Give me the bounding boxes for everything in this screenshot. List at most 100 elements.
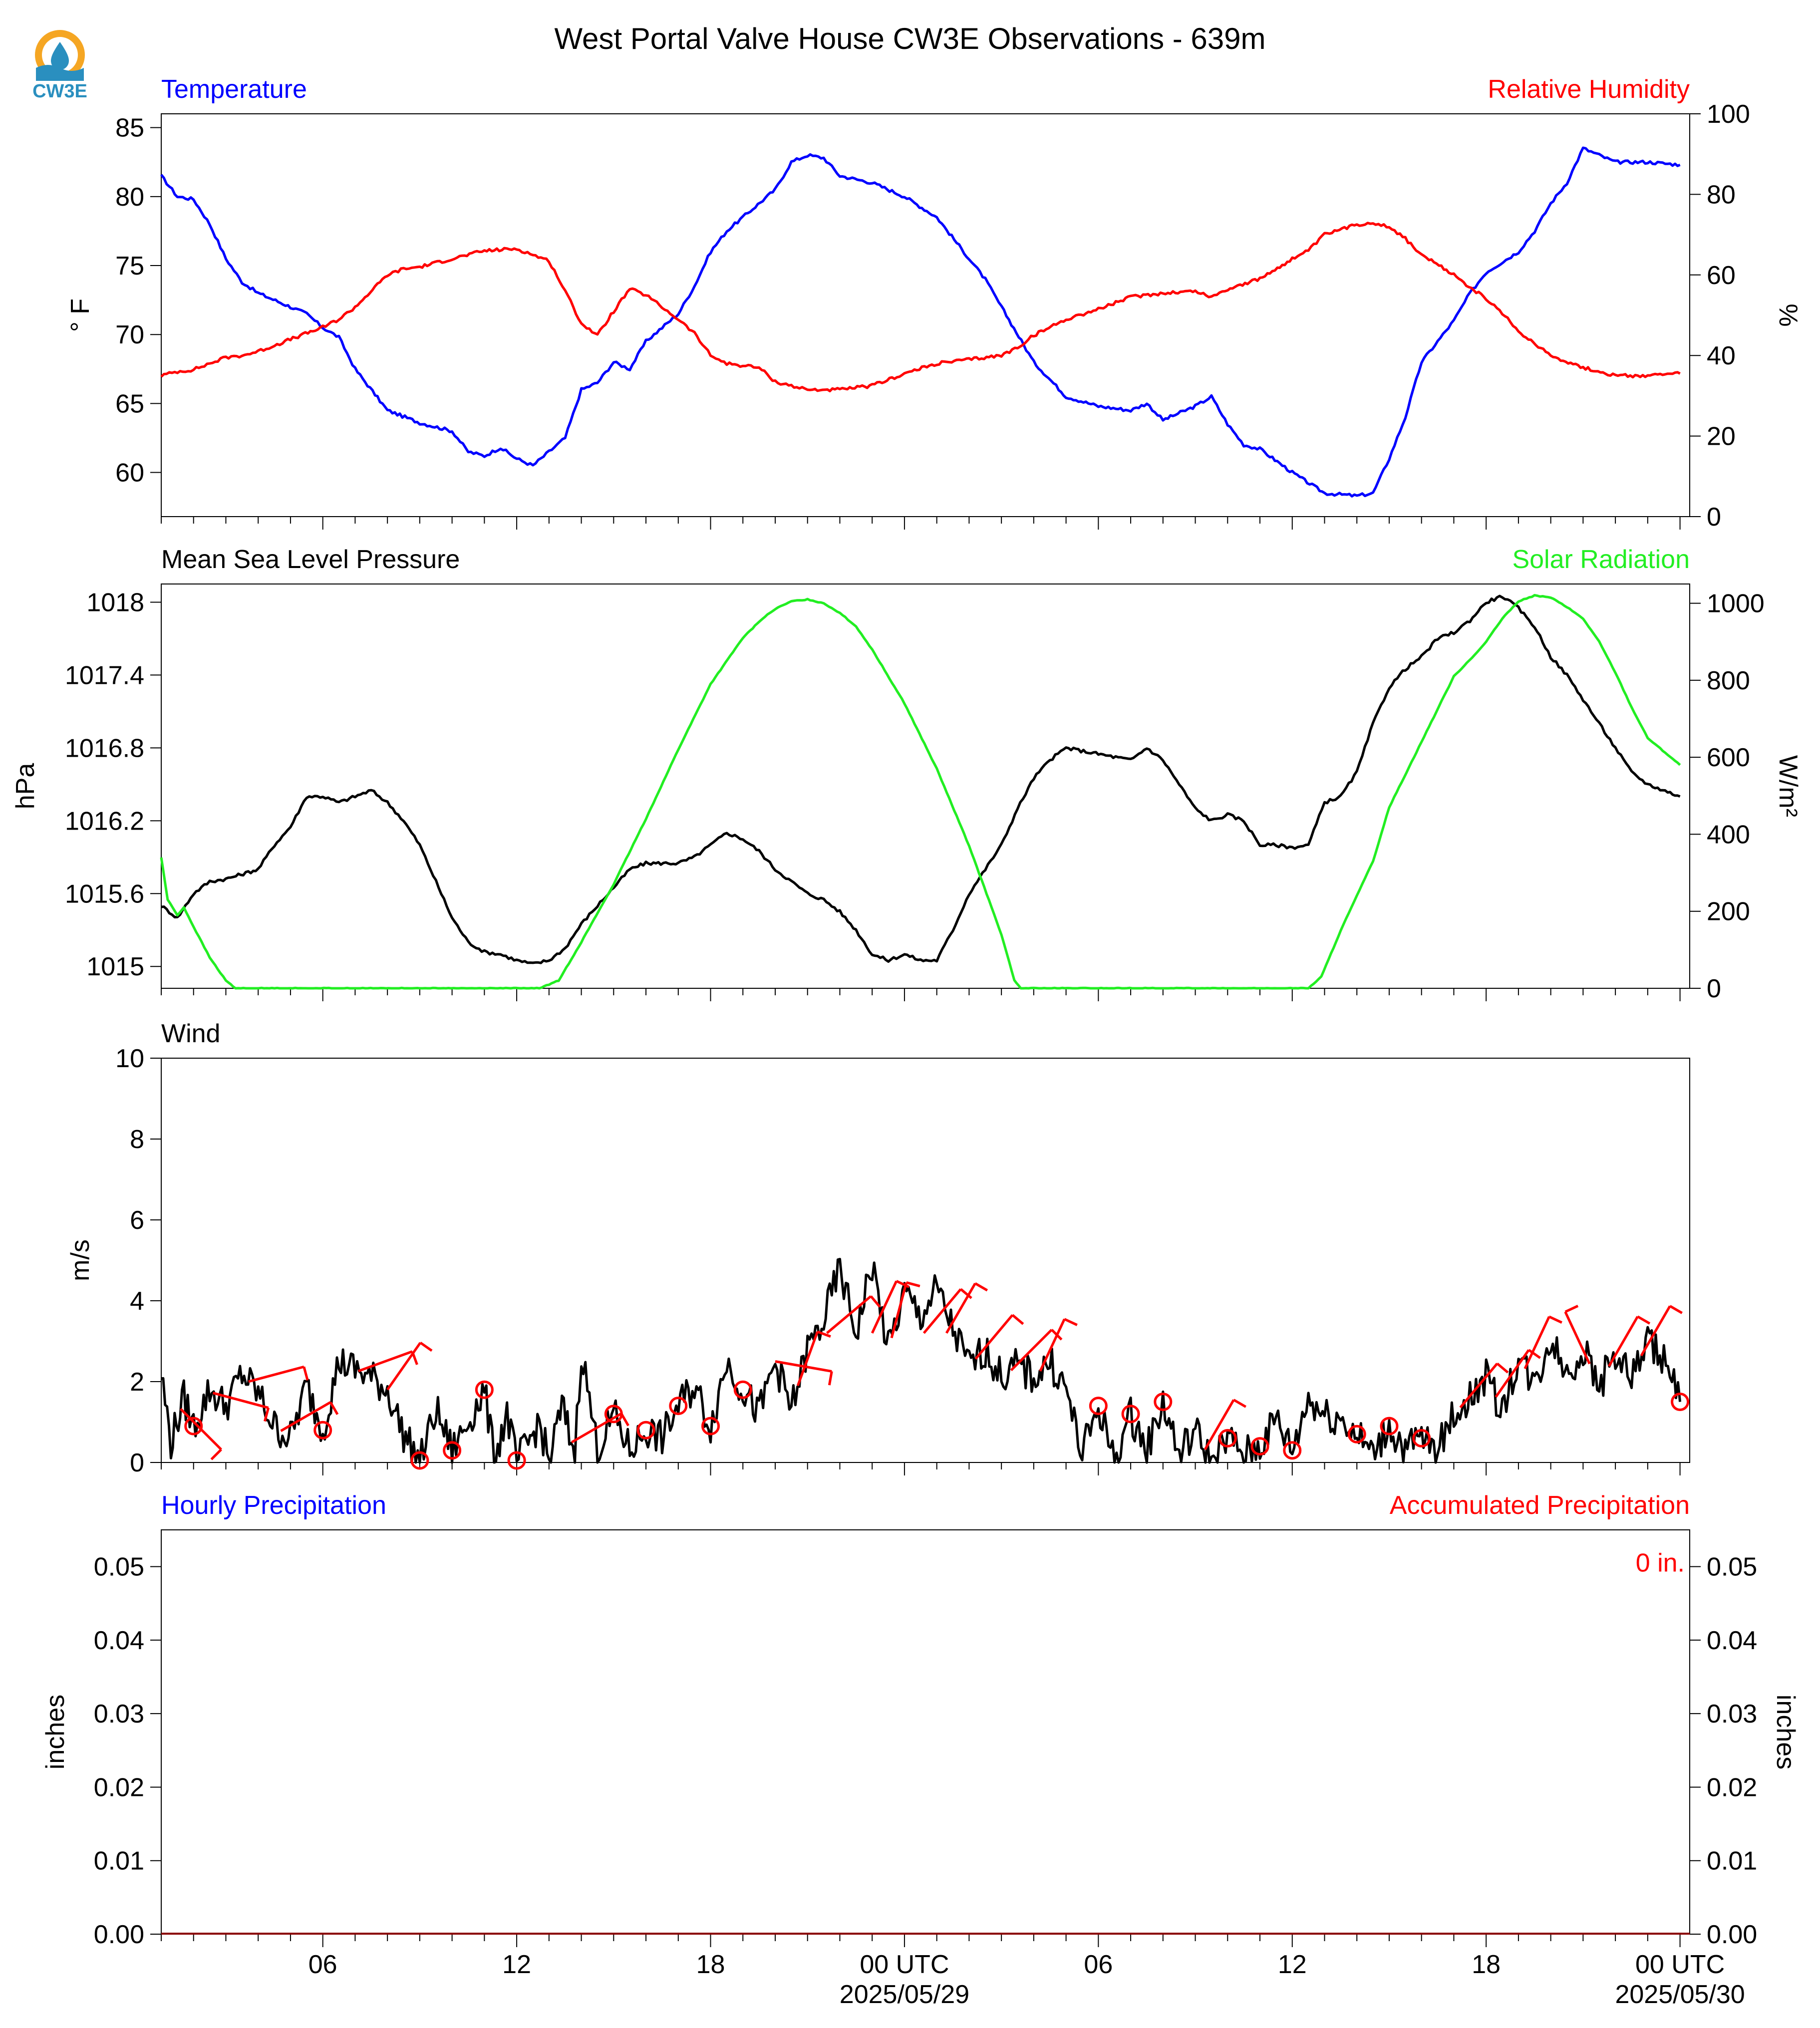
wind-barb-flag <box>870 1295 881 1308</box>
y-tick-label: 6 <box>130 1206 144 1235</box>
wind-barb-flag <box>329 1402 339 1415</box>
logo-wave-icon <box>36 65 84 81</box>
wind-calm-marker <box>1380 1417 1399 1436</box>
wind-calm-marker <box>1250 1437 1269 1456</box>
wind-barb-staff <box>358 1350 413 1373</box>
panel-title-right: Relative Humidity <box>1488 75 1690 104</box>
panel-title-left: Wind <box>161 1019 220 1048</box>
wind-barb-flag <box>1528 1349 1541 1359</box>
wind-barb <box>386 1341 433 1391</box>
wind-barb <box>1459 1362 1509 1409</box>
wind-barb-staff <box>386 1342 422 1391</box>
wind-barb-flag <box>1564 1305 1579 1313</box>
wind-barb-flag <box>896 1280 910 1288</box>
y-axis-label-right: inches <box>1771 1695 1800 1769</box>
wind-barb-staff <box>775 1360 832 1373</box>
wind-barb-staff <box>248 1365 304 1383</box>
wind-barb-staff <box>1204 1399 1235 1450</box>
x-date-label: 2025/05/29 <box>840 1980 969 2009</box>
y-tick-label: 0.00 <box>94 1920 144 1949</box>
wind-barb-staff <box>1640 1305 1671 1357</box>
wind-barb-staff <box>1039 1318 1066 1372</box>
wind-calm-marker <box>313 1421 332 1440</box>
y-axis-label: hPa <box>11 763 40 810</box>
y-tick-label: 85 <box>115 114 144 143</box>
wind-calm-marker <box>443 1441 462 1460</box>
x-tick-label: 00 UTC <box>1635 1950 1725 1979</box>
y-tick-label-right: 1000 <box>1707 589 1765 618</box>
y-tick-label-right: 600 <box>1707 743 1750 772</box>
wind-barb <box>1039 1318 1078 1372</box>
plot-frame <box>161 1058 1690 1463</box>
wind-barb <box>922 1288 972 1334</box>
wind-barb <box>1607 1315 1651 1367</box>
wind-calm-marker <box>1121 1405 1140 1424</box>
wind-calm-marker <box>475 1380 494 1399</box>
wind-calm-marker <box>669 1397 688 1416</box>
y-tick-label-right: 100 <box>1707 100 1750 129</box>
pressure-solar-panel: Mean Sea Level Pressure Solar Radiation 10… <box>11 545 1803 1003</box>
wind-barb-flag <box>817 1330 831 1338</box>
wind-barb-flag <box>1233 1399 1246 1408</box>
y-tick-label-right: 0.02 <box>1707 1773 1757 1802</box>
wind-calm-marker <box>1089 1397 1108 1416</box>
wind-barb <box>826 1295 881 1334</box>
y-tick-label: 1017.4 <box>65 661 144 690</box>
wind-calm-marker <box>604 1405 623 1424</box>
wind-barb-flag <box>1011 1314 1024 1325</box>
wind-barb-flag <box>1669 1305 1683 1314</box>
y-tick-label: 1018 <box>86 588 144 617</box>
y-axis-label-right: W/m² <box>1774 755 1803 817</box>
wind-barb-staff <box>1010 1329 1053 1372</box>
y-tick-label-right: 0.01 <box>1707 1847 1757 1876</box>
y-tick-label: 0.05 <box>94 1553 144 1582</box>
y-tick-label: 0.01 <box>94 1847 144 1876</box>
wind-calm-marker <box>184 1417 203 1436</box>
y-tick-label: 1015.6 <box>65 879 144 908</box>
wind-barb <box>945 1282 988 1334</box>
temperature-line <box>160 146 1681 498</box>
wind-barb-flag <box>303 1366 309 1381</box>
y-tick-label: 2 <box>130 1368 144 1397</box>
wind-barb <box>1204 1399 1246 1450</box>
y-tick-label: 10 <box>115 1044 144 1073</box>
wind-barb <box>1564 1305 1591 1365</box>
wind-barb <box>871 1280 910 1334</box>
wind-barb-staff <box>826 1295 872 1334</box>
x-tick-label: 06 <box>1084 1950 1113 1979</box>
y-tick-label: 0.02 <box>94 1773 144 1802</box>
x-tick-label: 06 <box>308 1950 337 1979</box>
wind-line <box>161 1258 1682 1464</box>
y-tick-label-right: 60 <box>1707 261 1736 290</box>
wind-barb <box>1010 1329 1063 1372</box>
x-date-label: 2025/05/30 <box>1615 1980 1745 2009</box>
panel-title-left: Temperature <box>161 75 307 104</box>
accumulated-precip-label: 0 in. <box>1636 1549 1685 1578</box>
wind-barb <box>890 1281 920 1339</box>
y-tick-label-right: 20 <box>1707 422 1736 451</box>
plot-frame <box>161 1529 1690 1935</box>
wind-barb-staff <box>1607 1316 1639 1367</box>
x-tick-label: 12 <box>502 1950 531 1979</box>
wind-barb-flag <box>1496 1362 1509 1374</box>
y-tick-label: 0.03 <box>94 1700 144 1729</box>
wind-calm-marker <box>1412 1429 1431 1448</box>
pressure-line <box>161 594 1681 964</box>
wind-calm-marker <box>1154 1393 1173 1411</box>
y-tick-label-right: 0 <box>1707 503 1721 532</box>
wind-barb-staff <box>1459 1363 1499 1409</box>
y-tick-label-right: 0.04 <box>1707 1626 1757 1655</box>
wind-calm-marker <box>410 1451 429 1470</box>
wind-barb-flag <box>1064 1318 1078 1326</box>
wind-calm-marker <box>701 1417 720 1436</box>
panel-title-right: Solar Radiation <box>1512 545 1690 574</box>
wind-barb-flag <box>906 1281 920 1288</box>
wind-barb-staff <box>1564 1311 1591 1365</box>
wind-barb-staff <box>1523 1316 1550 1370</box>
temperature-humidity-panel: Temperature Relative Humidity 60 65 70 75 80 85… <box>66 75 1803 532</box>
wind-barb-flag <box>419 1341 433 1352</box>
wind-barb-staff <box>890 1282 908 1339</box>
y-tick-label-right: 80 <box>1707 180 1736 209</box>
logo-text: CW3E <box>32 81 87 102</box>
wind-panel: Wind 0 2 4 6 8 10 m/s <box>66 1019 1690 1477</box>
